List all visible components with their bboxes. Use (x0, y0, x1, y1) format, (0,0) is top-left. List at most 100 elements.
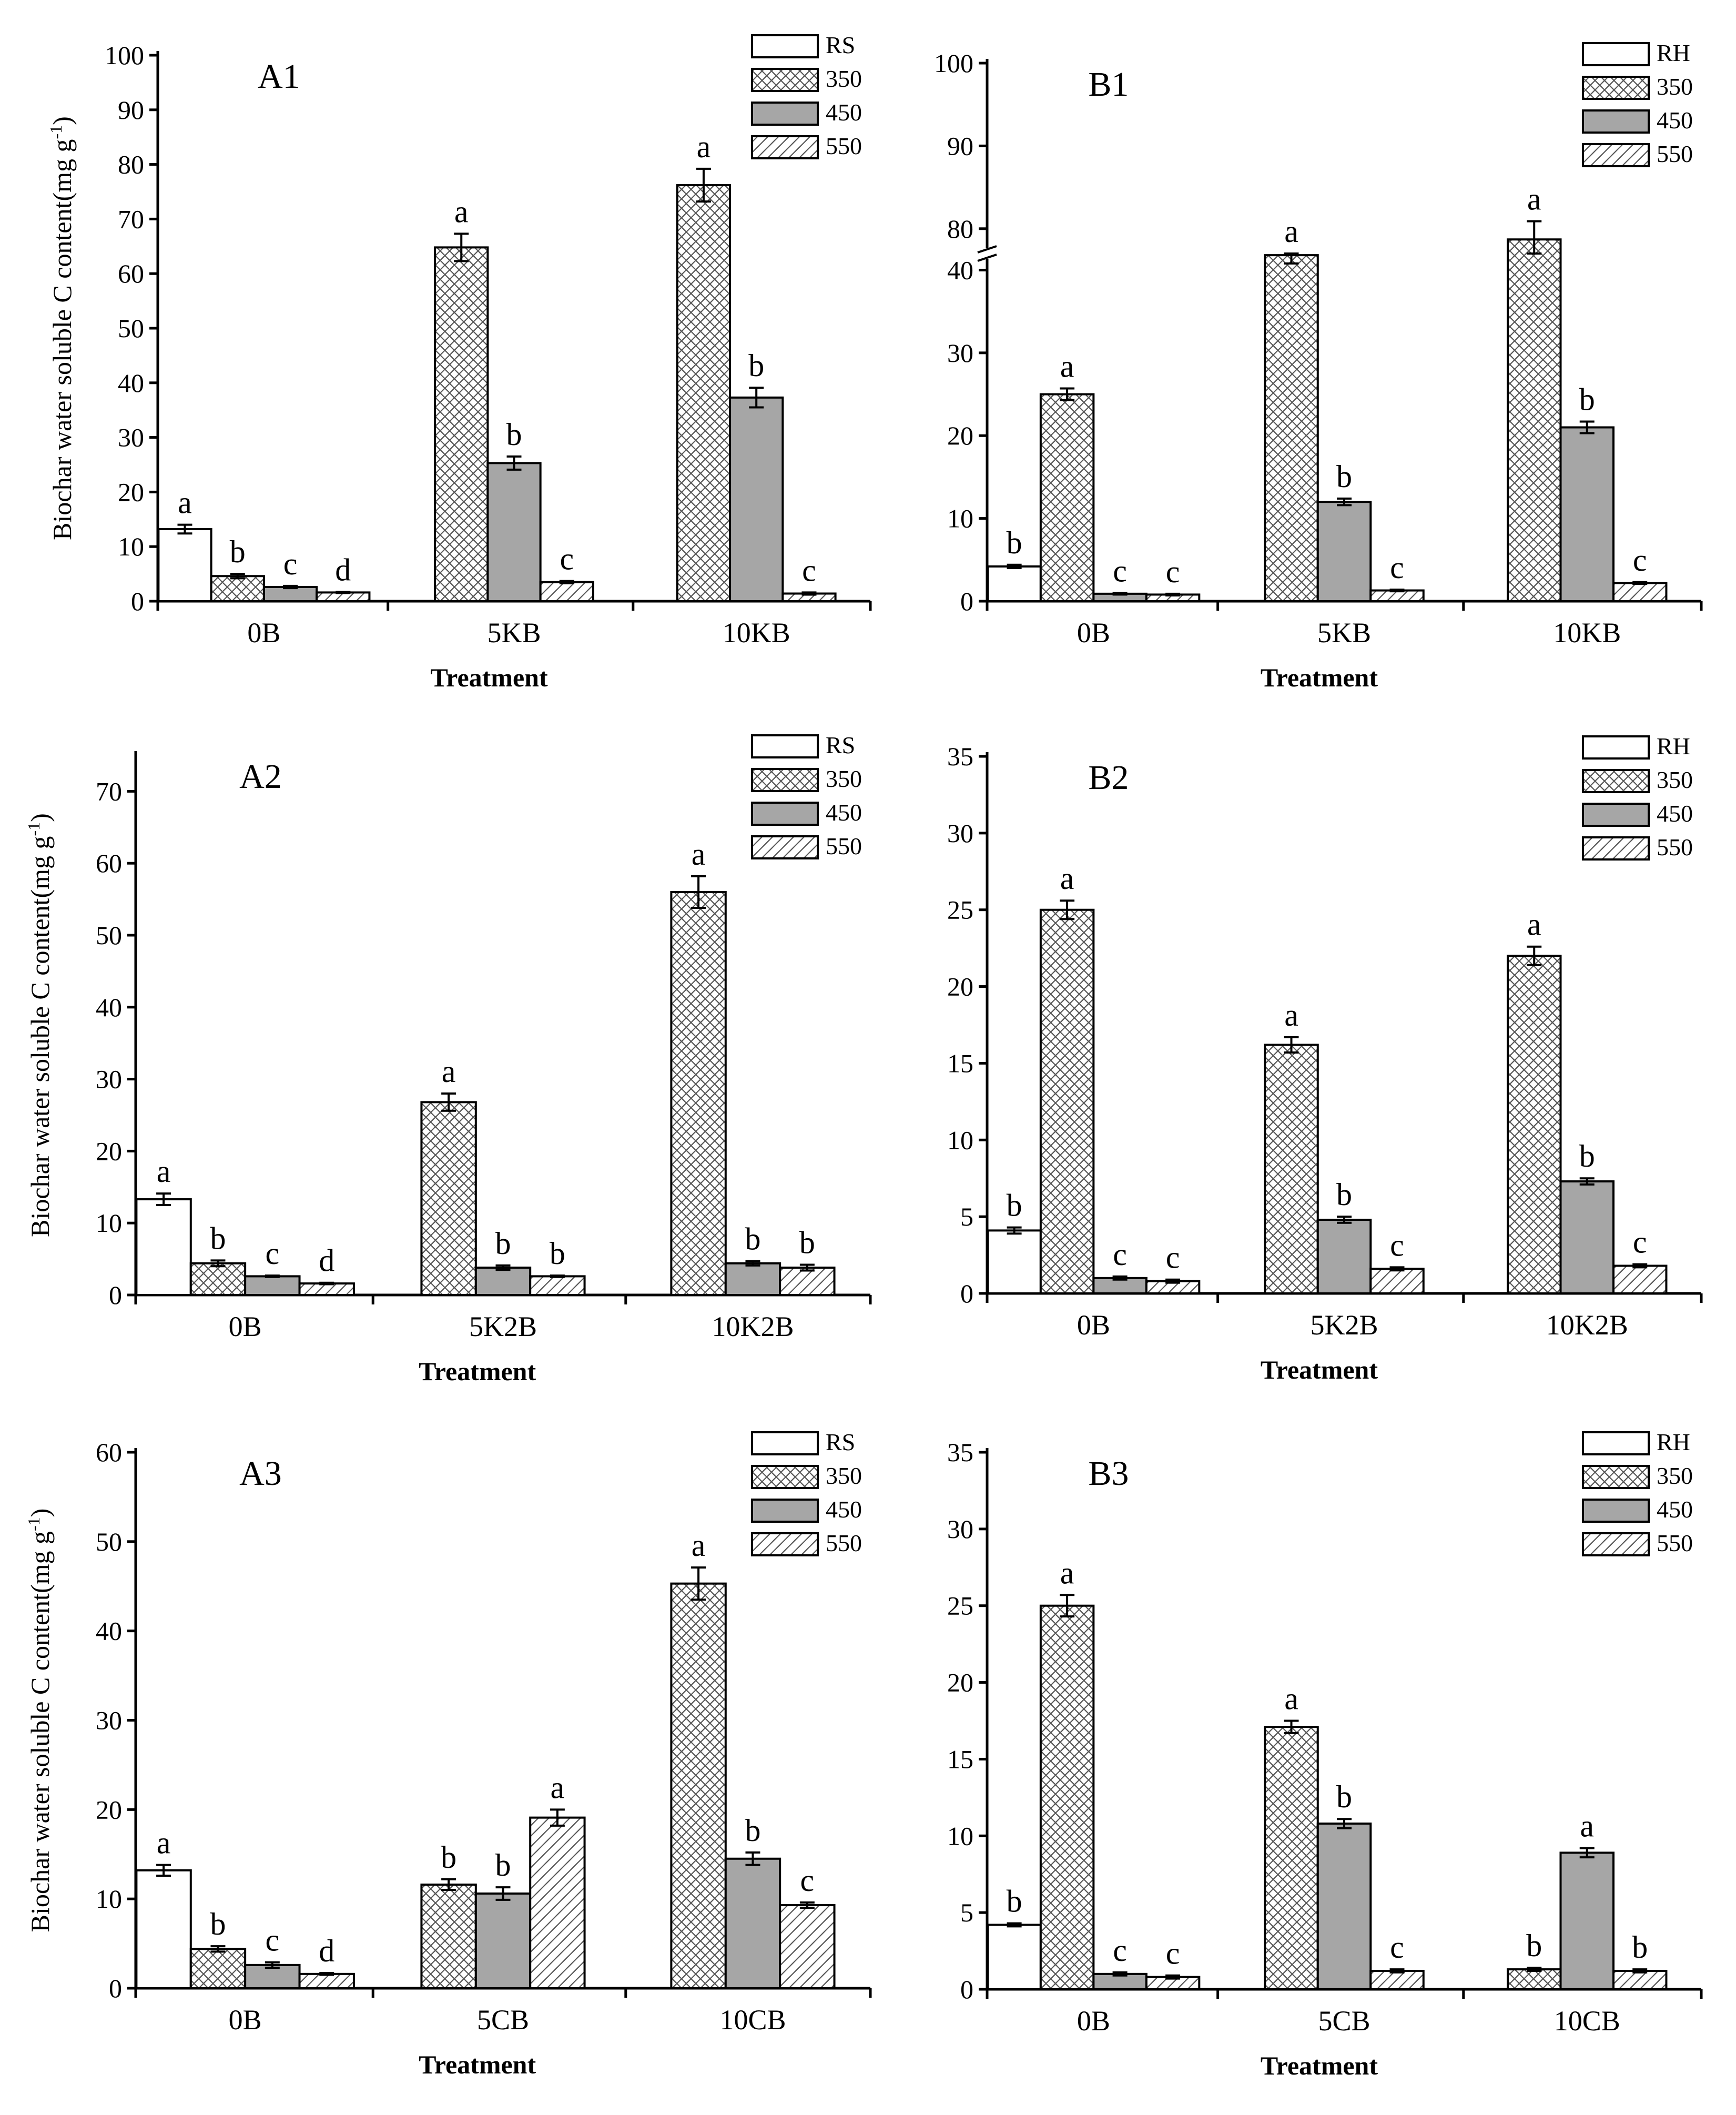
legend-label: 350 (826, 765, 862, 792)
significance-letter: b (799, 1226, 815, 1260)
y-tick-label: 0 (109, 1280, 122, 1310)
bar-b3-550-10cb (1612, 1969, 1668, 1991)
significance-letter: c (1390, 550, 1404, 585)
legend-label: 450 (1657, 800, 1693, 827)
bar-b2-450-10k2b (1559, 1180, 1615, 1295)
error-bar (1632, 1263, 1648, 1269)
error-bar (1112, 592, 1128, 596)
y-tick-label: 60 (96, 848, 122, 878)
bar-b3-450-10cb (1559, 1851, 1615, 1990)
error-bar (1165, 1974, 1181, 1980)
y-axis-title: Biochar water soluble C content(mg g-1) (46, 116, 77, 540)
significance-letter: b (748, 348, 764, 383)
bar-a2-350-0b (189, 1262, 247, 1297)
y-tick-label: 15 (947, 1048, 973, 1078)
bar-a1-rs-0b (157, 528, 212, 603)
error-bar (1007, 563, 1022, 570)
y-tick-label: 10 (96, 1208, 122, 1238)
bar-b3-350-0b (1039, 1604, 1095, 1991)
x-category-label: 5CB (477, 2004, 529, 2036)
y-tick-label: 10 (947, 1125, 973, 1155)
legend-label: 550 (1657, 1530, 1693, 1556)
bar-a3-550-10cb (779, 1904, 836, 1989)
x-category-label: 5KB (487, 617, 541, 649)
significance-letter: a (157, 1826, 171, 1860)
bar-a3-350-10cb (670, 1582, 727, 1989)
legend-swatch (1582, 42, 1650, 66)
significance-letter: b (1336, 459, 1352, 494)
bar-a3-450-0b (244, 1964, 301, 1989)
legend-swatch (751, 1499, 819, 1523)
bar-b2-550-5k2b (1369, 1268, 1425, 1294)
error-bar (691, 875, 706, 909)
significance-letter: b (441, 1840, 456, 1875)
bar-b1-rh-0b (987, 565, 1042, 602)
chart-panel-b2: 0 5 10 15 20 25 30 35 b a c c 0B a b c 5K2B a b c 10K2B Treat… (947, 733, 1703, 1384)
bar-a1-350-5kb (434, 246, 489, 603)
bar-b1-550-10kb (1612, 582, 1668, 602)
significance-letter: c (1166, 1240, 1180, 1275)
legend: RS 350 450 550 (751, 732, 862, 859)
error-bar (1632, 581, 1648, 585)
significance-letter: c (1166, 1936, 1180, 1971)
bar-a1-350-10kb (676, 184, 732, 602)
significance-letter: b (495, 1226, 511, 1261)
bar-a2-550-5k2b (529, 1275, 586, 1296)
significance-letter: b (210, 1221, 226, 1256)
significance-letter: b (1526, 1928, 1542, 1963)
error-bar (1060, 899, 1075, 920)
y-tick-label: 70 (118, 204, 144, 234)
x-category-label: 0B (229, 2004, 262, 2036)
bar-a3-550-0b (298, 1972, 355, 1989)
legend-swatch (751, 1465, 819, 1489)
error-bar (1337, 497, 1352, 507)
y-tick-label: 25 (947, 895, 973, 925)
x-category-label: 10KB (723, 617, 790, 649)
bar-b2-350-5k2b (1264, 1044, 1319, 1294)
x-category-label: 0B (247, 617, 280, 649)
error-bar (283, 584, 298, 590)
significance-letter: a (454, 194, 469, 229)
bar-a3-450-5cb (474, 1892, 532, 1989)
x-category-label: 10CB (719, 2004, 786, 2036)
legend-swatch (751, 1532, 819, 1556)
legend-label: RH (1657, 39, 1690, 66)
error-bar (265, 1274, 280, 1278)
legend-label: 450 (1657, 107, 1693, 134)
significance-letter: c (266, 1923, 280, 1958)
error-bar (177, 523, 192, 535)
legend: RH 350 450 550 (1582, 1429, 1693, 1556)
x-category-label: 5CB (1318, 2005, 1370, 2037)
y-tick-label: 30 (947, 1514, 973, 1544)
y-tick-label: 60 (118, 259, 144, 288)
error-bar (336, 591, 351, 594)
error-bar (506, 455, 522, 471)
x-category-label: 10KB (1553, 617, 1621, 649)
y-tick-label: 10 (947, 504, 973, 533)
significance-letter: b (550, 1236, 565, 1271)
significance-letter: a (1284, 1682, 1298, 1716)
legend-label: 450 (826, 1496, 862, 1523)
y-tick-label: 30 (947, 338, 973, 368)
bar-a2-450-0b (244, 1275, 301, 1296)
significance-letter: c (1113, 1933, 1127, 1968)
significance-letter: c (802, 553, 816, 588)
significance-letter: b (1007, 1884, 1022, 1919)
significance-letter: b (1007, 525, 1022, 560)
error-bar (550, 1808, 565, 1827)
legend: RH 350 450 550 (1582, 39, 1693, 167)
error-bar (550, 1274, 565, 1278)
legend-swatch (751, 734, 819, 758)
significance-letter: a (1284, 214, 1298, 249)
y-tick-label: 10 (96, 1884, 122, 1914)
y-tick-label: 0 (960, 1279, 973, 1308)
error-bar (1579, 1177, 1595, 1186)
error-bar (210, 1259, 226, 1268)
legend-label: 450 (826, 799, 862, 826)
error-bar (441, 1092, 456, 1112)
bar-a2-550-10k2b (779, 1267, 836, 1297)
legend-swatch (1582, 1465, 1650, 1489)
legend-label: 350 (1657, 766, 1693, 793)
error-bar (319, 1281, 334, 1286)
error-bar (1165, 592, 1181, 596)
